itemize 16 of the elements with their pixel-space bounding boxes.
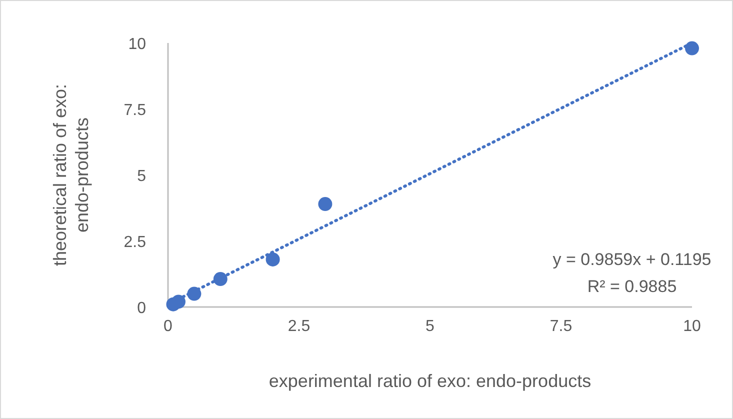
point xyxy=(318,197,332,212)
y-axis-title: theoretical ratio of exo: endo-products xyxy=(50,84,92,266)
point xyxy=(266,252,280,266)
x-axis-title: experimental ratio of exo: endo-products xyxy=(268,371,592,391)
y-tick-label: 7.5 xyxy=(124,102,146,119)
x-tick-label: 2.5 xyxy=(288,318,310,335)
y-tick-label: 0 xyxy=(137,300,146,317)
x-tick-label: 0 xyxy=(164,318,173,335)
annotation: y = 0.9859x + 0.1195 xyxy=(552,250,712,269)
y-tick-label: 2.5 xyxy=(124,234,146,251)
y-tick-label: 10 xyxy=(128,36,146,53)
x-tick-label: 10 xyxy=(683,318,701,335)
y-tick-label: 5 xyxy=(137,168,146,185)
x-tick-label: 5 xyxy=(426,318,435,335)
annotation: R² = 0.9885 xyxy=(587,277,677,296)
x-tick-label: 7.5 xyxy=(550,318,572,335)
